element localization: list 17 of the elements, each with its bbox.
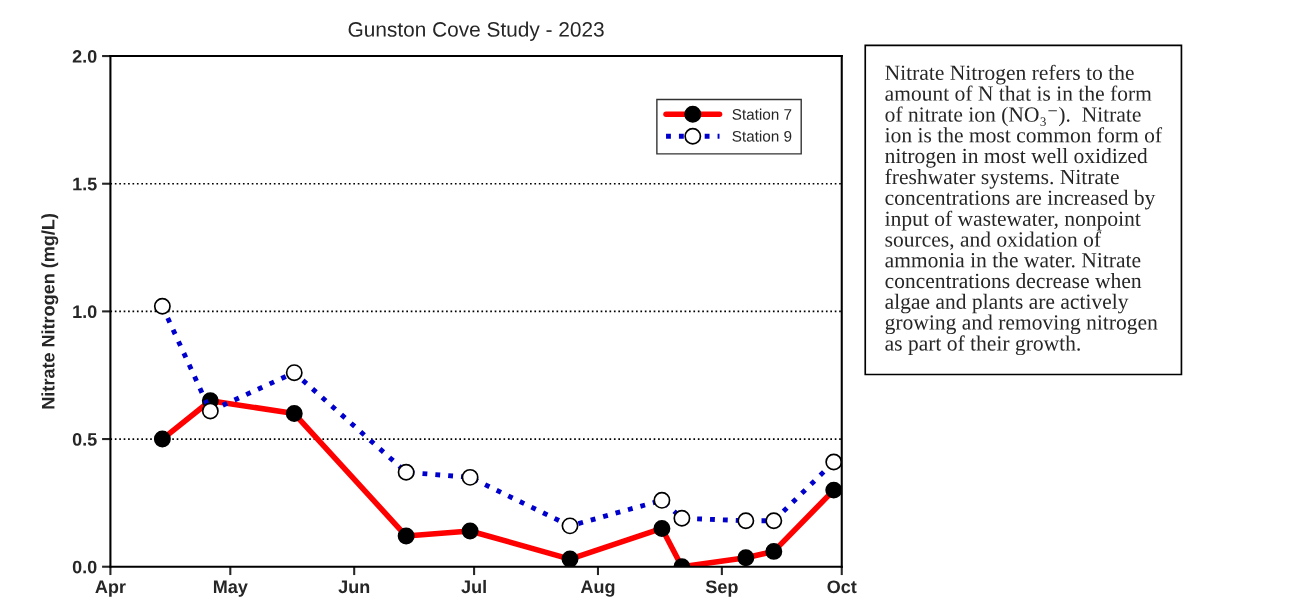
legend-label: Station 9 xyxy=(732,130,792,142)
y-tick-label: 0.5 xyxy=(72,432,97,446)
y-tick-label: 1.0 xyxy=(73,305,97,319)
x-tick-label: Jul xyxy=(461,579,486,594)
text: Nitrate Nitrogen refers to the amount of N that is in the form of nitrate ion (NO₃⁻). Nitrate ion is the most common form of nitrogen in most well oxidized freshwater systems. Nitrate concentrations are increased by input of wastewater, nonpoint sources, and oxidation of ammonia in the water. Nitrate concentrations decrease when algae and plants are actively growing and removing nitrogen as part of their growth. xyxy=(885,64,1163,356)
y-tick-label: 0.0 xyxy=(72,560,97,574)
legend-label: Station 7 xyxy=(732,108,792,120)
x-tick-label: Jun xyxy=(338,580,370,594)
y-tick-label: 2.0 xyxy=(72,49,97,63)
y-tick-label: 1.5 xyxy=(73,177,97,191)
x-tick-label: May xyxy=(213,580,248,597)
y-axis-title: Nitrate Nitrogen (mg/L) xyxy=(41,213,59,409)
x-tick-label: Aug xyxy=(580,580,615,597)
chart-title: Gunston Cove Study - 2023 xyxy=(348,21,604,41)
x-tick-label: Sep xyxy=(705,580,738,597)
x-tick-label: Oct xyxy=(827,580,857,594)
x-tick-label: Apr xyxy=(95,580,126,597)
